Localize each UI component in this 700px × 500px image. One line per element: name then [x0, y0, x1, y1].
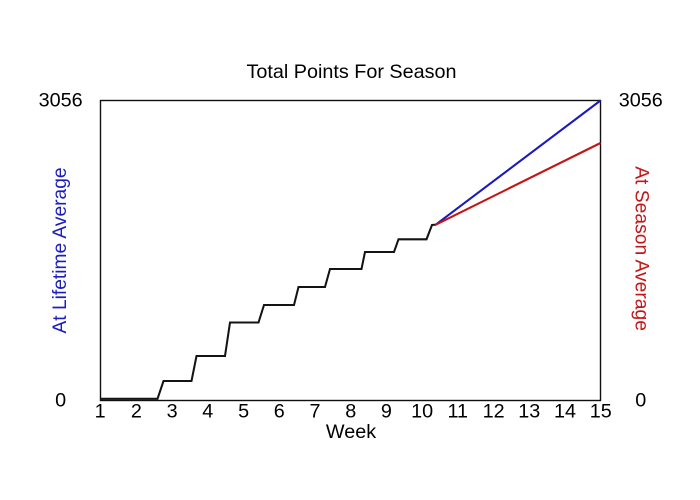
svg-text:5: 5: [238, 401, 249, 423]
svg-text:3056: 3056: [619, 90, 663, 112]
svg-text:8: 8: [345, 401, 356, 423]
svg-text:0: 0: [635, 390, 646, 412]
svg-text:10: 10: [411, 401, 433, 423]
svg-text:13: 13: [518, 401, 540, 423]
svg-text:7: 7: [309, 401, 320, 423]
svg-text:4: 4: [202, 401, 213, 423]
svg-text:0: 0: [55, 390, 66, 412]
svg-text:14: 14: [554, 401, 576, 423]
svg-text:3: 3: [167, 401, 178, 423]
svg-text:Total Points For Season: Total Points For Season: [246, 61, 456, 83]
svg-text:11: 11: [448, 401, 469, 423]
svg-text:9: 9: [381, 401, 392, 423]
svg-text:3056: 3056: [39, 90, 83, 112]
svg-text:At Lifetime Average: At Lifetime Average: [50, 167, 71, 333]
svg-text:12: 12: [483, 401, 505, 423]
svg-text:1: 1: [95, 401, 106, 423]
svg-text:15: 15: [590, 401, 612, 423]
svg-text:At Season Average: At Season Average: [631, 166, 652, 331]
svg-text:2: 2: [131, 401, 142, 423]
svg-text:Week: Week: [326, 421, 376, 443]
svg-text:6: 6: [274, 401, 285, 423]
